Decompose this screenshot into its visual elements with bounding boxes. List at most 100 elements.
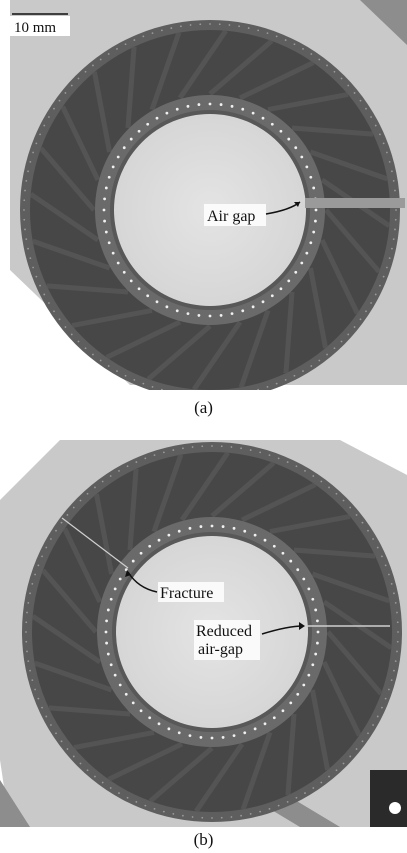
- outer-bolt-dot: [326, 353, 328, 356]
- bolt-dot: [116, 261, 120, 265]
- outer-bolt-dot: [77, 77, 80, 80]
- outer-bolt-dot: [374, 293, 377, 296]
- outer-bolt-dot: [133, 379, 136, 381]
- outer-bolt-dot: [116, 48, 118, 50]
- outer-bolt-dot: [391, 170, 393, 173]
- outer-bolt-dot: [342, 762, 345, 765]
- bolt-dot: [221, 736, 225, 739]
- outer-bolt-dot: [35, 142, 38, 145]
- bolt-dot: [146, 122, 150, 126]
- xray-image-a: 10 mm Air gap: [0, 0, 407, 390]
- bolt-dot: [279, 287, 283, 291]
- outer-bolt-dot: [312, 475, 315, 477]
- bolt-dot: [243, 731, 247, 735]
- bolt-dot: [296, 692, 300, 696]
- caption-a: (a): [194, 398, 213, 417]
- bolt-dot: [177, 731, 181, 735]
- outer-bolt-dot: [302, 48, 304, 50]
- outer-bolt-dot: [160, 29, 163, 32]
- outer-bolt-dot: [34, 573, 37, 576]
- spoke-line: [210, 461, 276, 518]
- outer-bolt-dot: [27, 170, 29, 173]
- outer-bolt-dot: [382, 142, 385, 145]
- outer-bolt-dot: [53, 310, 55, 313]
- bolt-dot: [167, 533, 171, 537]
- outer-bolt-dot: [101, 480, 104, 483]
- bolt-dot: [199, 525, 203, 528]
- bolt-dot: [281, 709, 285, 713]
- outer-bolt-dot: [286, 461, 289, 463]
- outer-bolt-dot: [55, 529, 57, 532]
- outer-bolt-dot: [48, 302, 50, 304]
- bolt-dot: [302, 577, 306, 581]
- bolt-dot: [296, 568, 300, 572]
- bolt-dot: [102, 208, 106, 212]
- outer-bolt-dot: [58, 99, 61, 102]
- bolt-dot: [177, 529, 181, 533]
- bolt-dot: [316, 619, 319, 623]
- spoke-line: [179, 451, 230, 522]
- ring-radiograph-a: 10 mm Air gap: [0, 0, 407, 390]
- outer-bolt-dot: [172, 449, 175, 451]
- outer-bolt-dot: [84, 347, 87, 350]
- bolt-dot: [139, 709, 143, 713]
- outer-bolt-dot: [230, 446, 233, 448]
- bolt-dot: [113, 673, 117, 677]
- bolt-dot: [272, 544, 276, 548]
- spoke-line: [192, 320, 243, 390]
- bolt-dot: [122, 146, 126, 150]
- bolt-dot: [188, 526, 192, 530]
- bolt-dot: [261, 116, 265, 120]
- outer-bolt-dot: [390, 582, 393, 585]
- outer-bolt-dot: [162, 451, 165, 454]
- fracture-label: Fracture: [160, 585, 213, 602]
- bolt-dot: [253, 727, 257, 731]
- outer-bolt-dot: [201, 445, 204, 448]
- bolt-dot: [208, 314, 212, 318]
- bolt-dot: [111, 251, 115, 255]
- outer-bolt-dot: [376, 546, 379, 549]
- bolt-dot: [155, 116, 159, 120]
- outer-bolt-dot: [151, 32, 154, 35]
- outer-bolt-dot: [116, 370, 118, 372]
- bolt-dot: [129, 137, 133, 141]
- outer-bolt-dot: [218, 23, 221, 26]
- outer-bolt-dot: [126, 465, 129, 468]
- outer-bolt-dot: [135, 801, 138, 803]
- outer-bolt-dot: [86, 769, 89, 772]
- air-gap-label: Air gap: [207, 208, 255, 225]
- outer-bolt-dot: [328, 775, 330, 778]
- outer-bolt-dot: [247, 27, 250, 29]
- outer-bolt-dot: [367, 732, 369, 735]
- spoke-line: [319, 238, 360, 315]
- outer-bolt-dot: [124, 374, 127, 377]
- bolt-dot: [157, 722, 161, 726]
- spoke-line: [151, 453, 184, 533]
- outer-bolt-dot: [304, 792, 306, 794]
- spoke-line: [309, 149, 389, 182]
- bolt-dot: [232, 526, 236, 530]
- bolt-dot: [243, 529, 247, 533]
- spoke-line: [41, 568, 98, 634]
- bolt-dot: [270, 294, 274, 298]
- outer-bolt-dot: [39, 133, 41, 136]
- bolt-dot: [109, 597, 113, 601]
- ring-radiograph-b: Fracture Reduced air-gap: [0, 440, 407, 827]
- spoke-line: [93, 493, 114, 575]
- outer-bolt-dot: [295, 465, 298, 468]
- bolt-dot: [300, 155, 304, 159]
- bolt-dot: [105, 641, 108, 645]
- bolt-dot: [137, 129, 141, 133]
- outer-bolt-dot: [220, 445, 223, 448]
- bolt-dot: [251, 305, 255, 309]
- outer-bolt-dot: [72, 755, 75, 758]
- spoke-line: [240, 731, 273, 811]
- bolt-dot: [253, 533, 257, 537]
- bolt-dot: [116, 155, 120, 159]
- outer-bolt-dot: [318, 359, 321, 362]
- outer-bolt-dot: [94, 486, 96, 489]
- bolt-dot: [118, 683, 122, 687]
- outer-bolt-dot: [310, 53, 313, 55]
- outer-bolt-dot: [335, 492, 338, 495]
- bolt-dot: [131, 559, 135, 563]
